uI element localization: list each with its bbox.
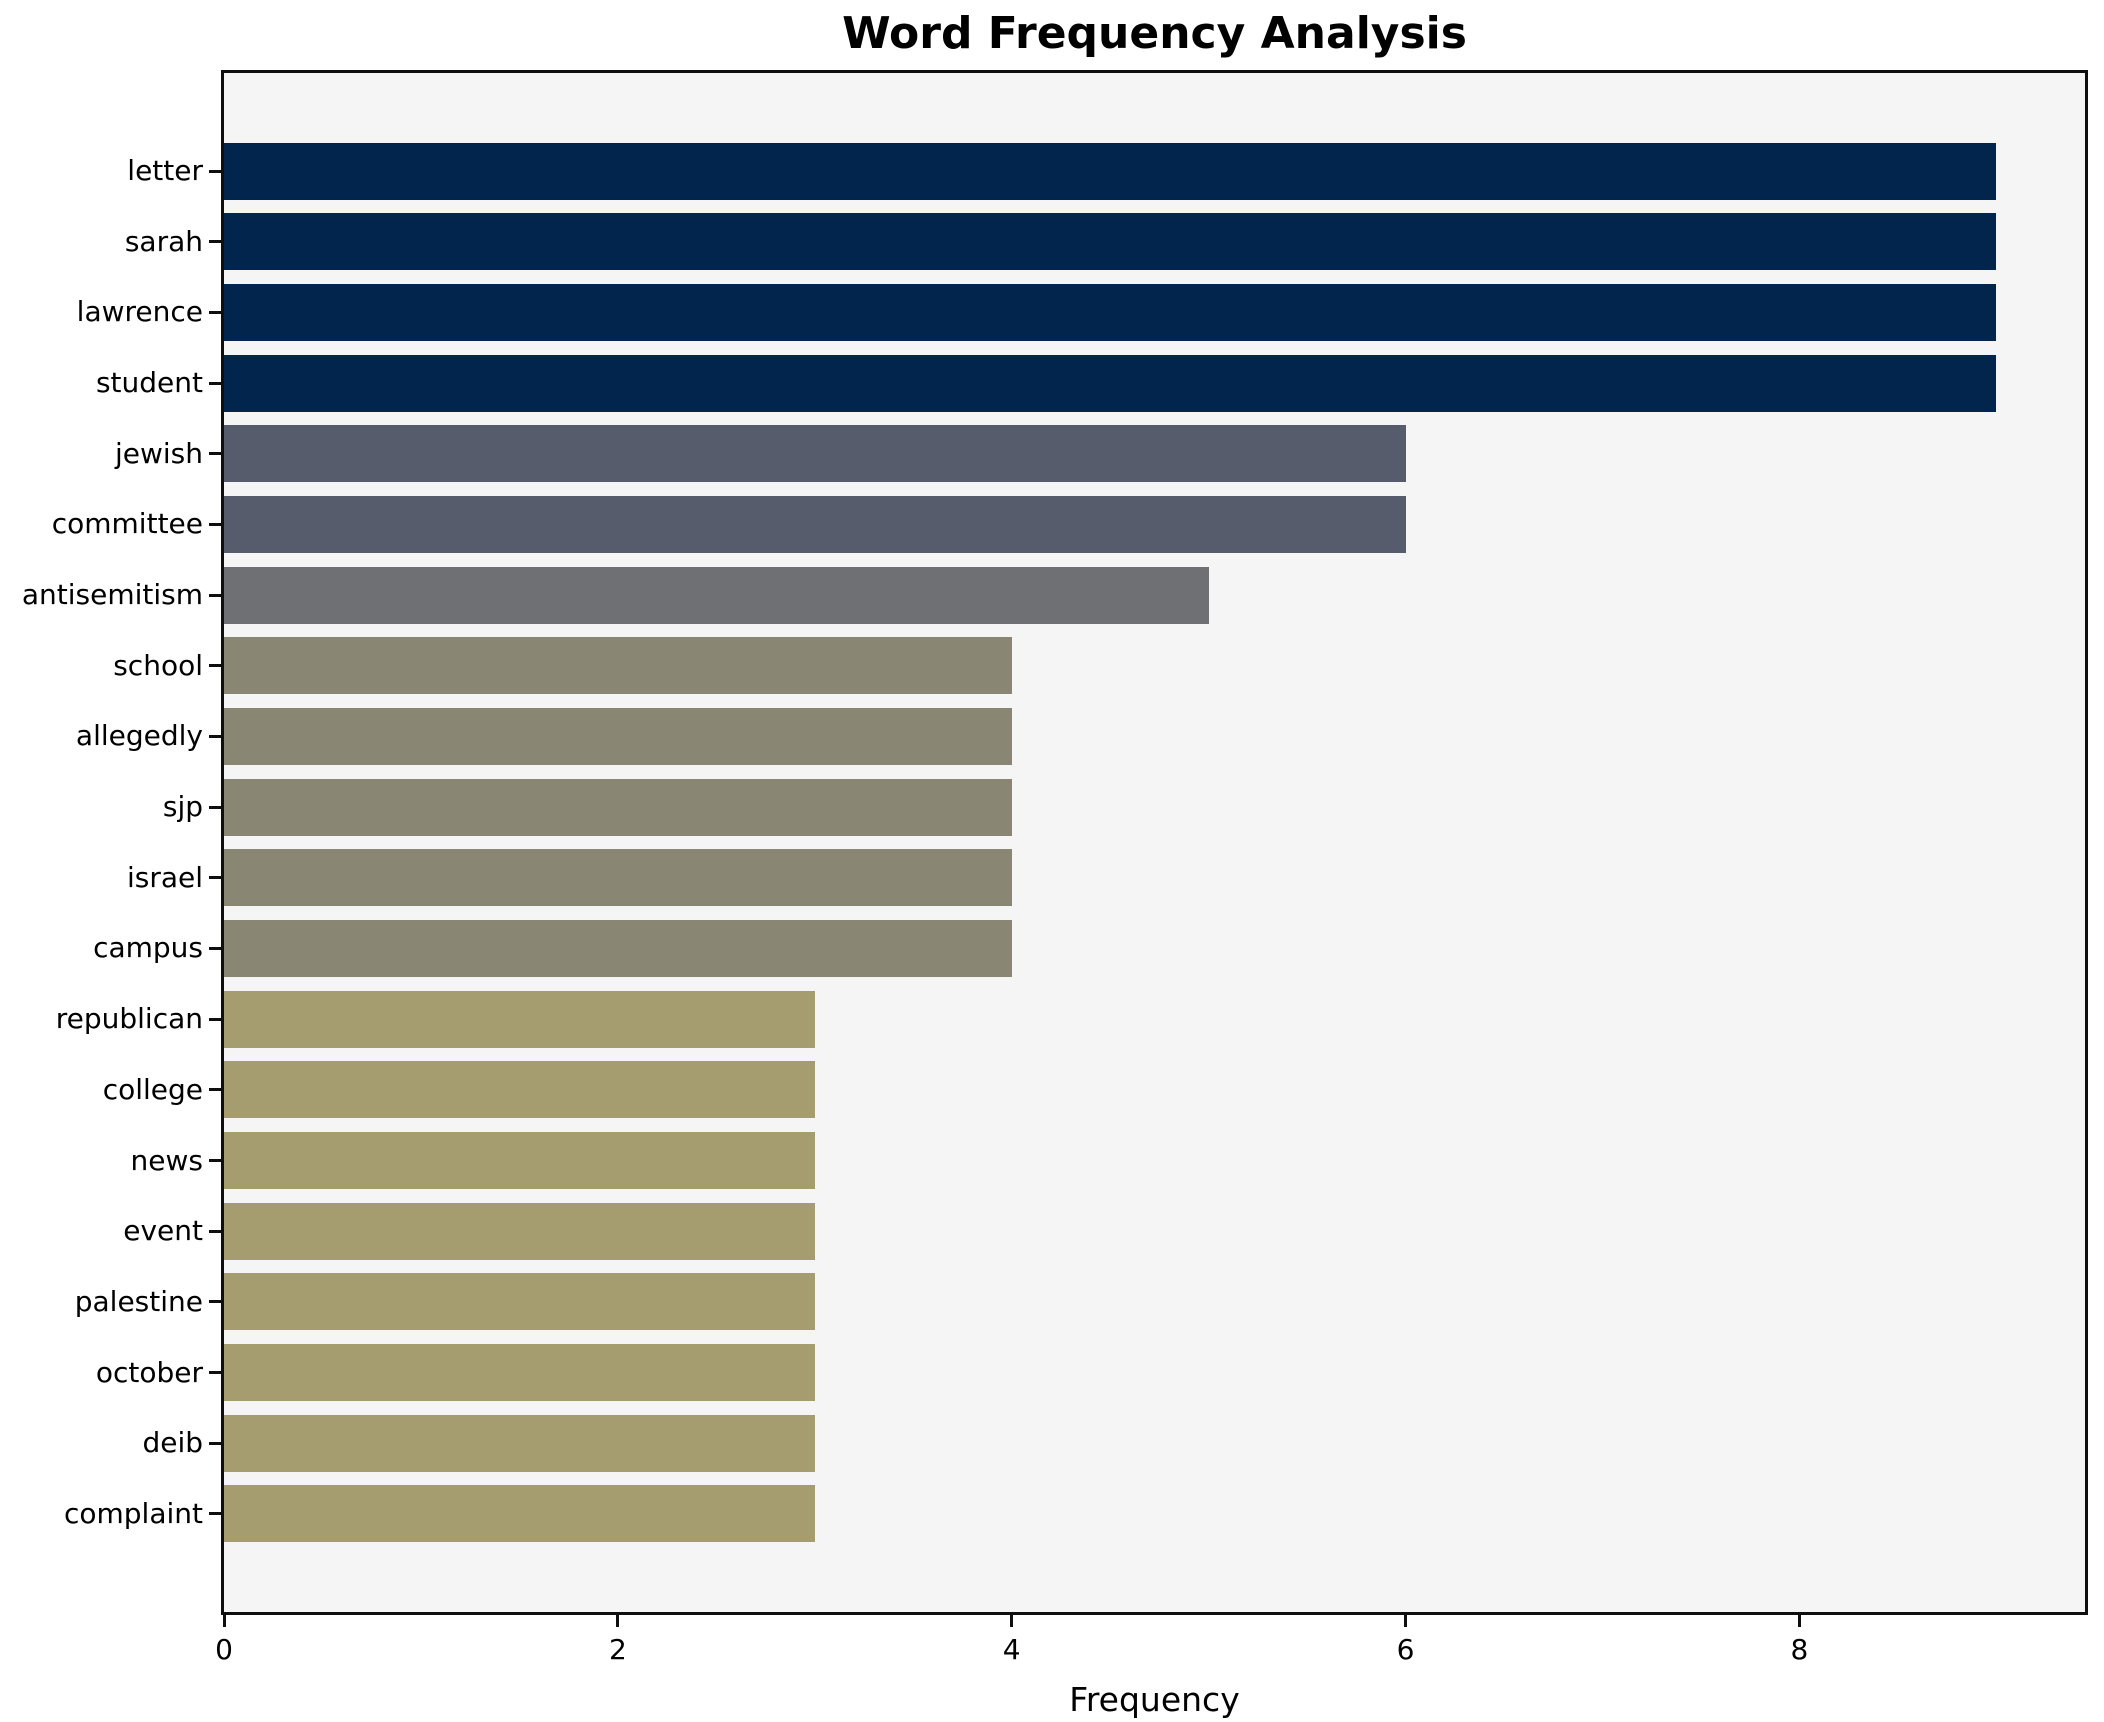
x-tick-mark xyxy=(1797,1615,1801,1627)
x-tick-label: 8 xyxy=(1790,1633,1809,1666)
x-tick-mark xyxy=(1404,1615,1408,1627)
bar xyxy=(224,778,1012,836)
x-tick-mark xyxy=(222,1615,226,1627)
y-tick-label: college xyxy=(102,1072,203,1106)
y-tick-mark xyxy=(209,240,221,244)
y-tick-mark xyxy=(209,1300,221,1304)
y-tick-label: palestine xyxy=(74,1284,203,1318)
y-tick-label: sjp xyxy=(162,790,203,824)
y-tick-mark xyxy=(209,946,221,950)
y-tick-label: israel xyxy=(126,860,203,894)
bar xyxy=(224,1344,815,1402)
bar xyxy=(224,283,1997,341)
y-tick-label: jewish xyxy=(114,436,203,470)
bar xyxy=(224,1132,815,1190)
y-tick-mark xyxy=(209,1371,221,1375)
bar xyxy=(224,919,1012,977)
bar xyxy=(224,1414,815,1472)
x-tick-label: 6 xyxy=(1396,1633,1415,1666)
bar xyxy=(224,495,1406,553)
y-tick-mark xyxy=(209,1017,221,1021)
y-tick-mark xyxy=(209,1159,221,1163)
y-tick-label: letter xyxy=(127,154,203,187)
x-tick-mark xyxy=(616,1615,620,1627)
y-tick-mark xyxy=(209,664,221,668)
y-tick-label: event xyxy=(123,1214,203,1248)
y-tick-label: sarah xyxy=(124,224,203,258)
bar xyxy=(224,425,1406,483)
y-tick-label: deib xyxy=(142,1426,203,1460)
y-tick-mark xyxy=(209,310,221,314)
bar xyxy=(224,566,1209,624)
bar xyxy=(224,142,1997,200)
y-tick-label: lawrence xyxy=(76,295,203,329)
x-tick-label: 4 xyxy=(1002,1633,1021,1666)
bar xyxy=(224,1061,815,1119)
y-tick-label: campus xyxy=(93,931,203,965)
bar xyxy=(224,849,1012,907)
y-tick-mark xyxy=(209,593,221,597)
y-tick-mark xyxy=(209,805,221,809)
y-tick-label: antisemitism xyxy=(21,578,203,612)
bar xyxy=(224,707,1012,765)
x-tick-mark xyxy=(1010,1615,1014,1627)
y-tick-mark xyxy=(209,1512,221,1516)
y-tick-mark xyxy=(209,876,221,880)
y-tick-mark xyxy=(209,452,221,456)
y-tick-mark xyxy=(209,1088,221,1092)
y-tick-mark xyxy=(209,522,221,526)
y-tick-mark xyxy=(209,1441,221,1445)
bar xyxy=(224,1485,815,1543)
y-tick-label: school xyxy=(113,648,203,682)
y-tick-mark xyxy=(209,381,221,385)
chart-title: Word Frequency Analysis xyxy=(842,8,1467,59)
y-tick-label: committee xyxy=(51,507,203,541)
y-tick-label: october xyxy=(95,1355,203,1389)
bar xyxy=(224,637,1012,695)
bar xyxy=(224,990,815,1048)
x-axis-label: Frequency xyxy=(1069,1680,1240,1719)
y-tick-label: student xyxy=(95,366,203,400)
bar xyxy=(224,354,1997,412)
y-tick-label: complaint xyxy=(63,1496,203,1530)
bar xyxy=(224,213,1997,271)
y-tick-label: news xyxy=(130,1143,203,1177)
bar xyxy=(224,1202,815,1260)
y-tick-mark xyxy=(209,734,221,738)
x-tick-label: 0 xyxy=(215,1633,233,1666)
y-tick-mark xyxy=(209,1229,221,1233)
y-tick-label: allegedly xyxy=(75,719,203,753)
y-tick-label: republican xyxy=(55,1002,203,1036)
x-tick-label: 2 xyxy=(608,1633,627,1666)
y-tick-mark xyxy=(209,169,221,173)
bar xyxy=(224,1273,815,1331)
plot-area: letter sarah lawrence student jewish committe… xyxy=(22,70,2088,1666)
